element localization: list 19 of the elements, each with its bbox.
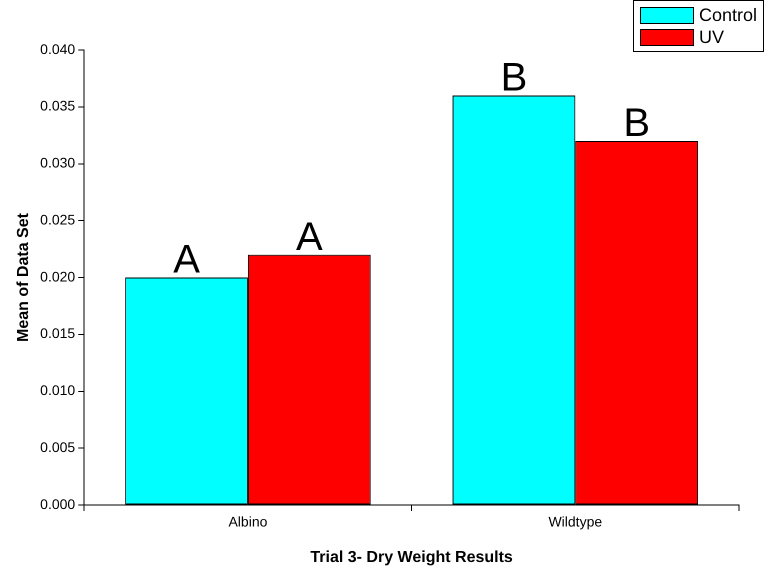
data-label: B: [500, 56, 528, 100]
y-tick-label: 0.020: [40, 268, 76, 284]
x-axis-title: Trial 3- Dry Weight Results: [310, 548, 513, 566]
y-tick-label: 0.030: [40, 154, 76, 171]
y-tick-label: 0.015: [40, 325, 76, 342]
y-axis-title: Mean of Data Set: [15, 212, 32, 342]
y-tick-label: 0.035: [40, 98, 76, 114]
data-label: A: [173, 238, 200, 282]
data-label: B: [623, 101, 650, 146]
y-tick-label: 0.040: [40, 40, 76, 57]
y-tick-label: 0.005: [40, 438, 76, 455]
x-tick-label: Albino: [228, 513, 268, 530]
y-tick-label: 0.010: [40, 382, 76, 398]
data-label: A: [296, 214, 323, 259]
legend-label: Control: [698, 4, 757, 26]
x-tick-label: Wildtype: [548, 513, 602, 530]
y-tick-label: 0.000: [40, 496, 76, 512]
legend-label: UV: [698, 26, 724, 48]
y-tick-label: 0.025: [40, 211, 76, 228]
